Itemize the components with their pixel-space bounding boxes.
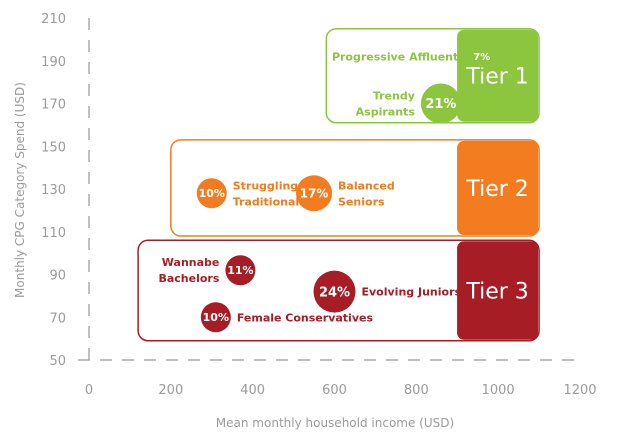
segment-share-label: 24% [319,285,350,300]
segment-bubble [225,255,256,286]
segment-bubble [420,83,461,124]
segment-share-label: 10% [199,187,225,200]
y-tick-label: 190 [41,55,66,70]
axes: 0 200 400 600 800 1000 1200 50 70 90 110 130 150 170 1… [41,12,596,398]
segment-bubble [470,45,493,68]
x-tick-label: 0 [85,383,93,398]
y-tick-label: 90 [49,269,66,284]
segment-name-label: Balanced Seniors [338,179,395,208]
y-tick-label: 110 [41,226,66,241]
x-tick-label: 400 [240,383,265,398]
tier-label: Tier 2 [465,177,528,202]
segment-bubbles: 7% Progressive Affluents 21% Trendy Aspirant… [158,45,493,333]
tier-badge [457,241,539,340]
x-tick-label: 600 [322,383,347,398]
segment-share-label: 17% [300,187,329,201]
tier-badge [457,140,539,236]
y-axis-title: Monthly CPG Category Spend (USD) [13,82,27,298]
segment-bubble [200,302,231,333]
segment-bubble [296,175,333,212]
tier-label: Tier 1 [465,65,528,90]
y-tick-label: 150 [41,140,66,155]
x-tick-label: 1200 [563,383,596,398]
segment-share-label: 21% [425,97,456,112]
segment-share-label: 11% [227,264,253,277]
tier-groups: Tier 1 Tier 2 Tier 3 [137,27,540,342]
y-tick-label: 210 [41,12,66,27]
segment-bubble [196,178,227,209]
y-tick-label: 170 [41,98,66,113]
y-tick-label: 70 [49,311,66,326]
y-tick-label: 50 [49,354,66,369]
y-tick-label: 130 [41,183,66,198]
segment-name-label: Struggling Traditionals [233,179,306,208]
segment-share-label: 7% [473,52,490,63]
x-axis-title: Mean monthly household income (USD) [216,416,454,430]
segment-name-label: Female Conservatives [237,311,374,324]
segment-name-label: Wannabe Bachelors [158,256,219,285]
x-tick-label: 1000 [482,383,515,398]
x-tick-label: 800 [404,383,429,398]
segment-name-label: Progressive Affluents [332,50,465,63]
x-tick-label: 200 [158,383,183,398]
tier-label: Tier 3 [465,280,528,305]
segment-name-label: Trendy Aspirants [356,90,416,119]
tier-box [170,139,540,237]
segment-share-label: 10% [203,311,229,324]
segment-name-label: Evolving Juniors [362,286,462,299]
segment-bubble [313,270,356,313]
